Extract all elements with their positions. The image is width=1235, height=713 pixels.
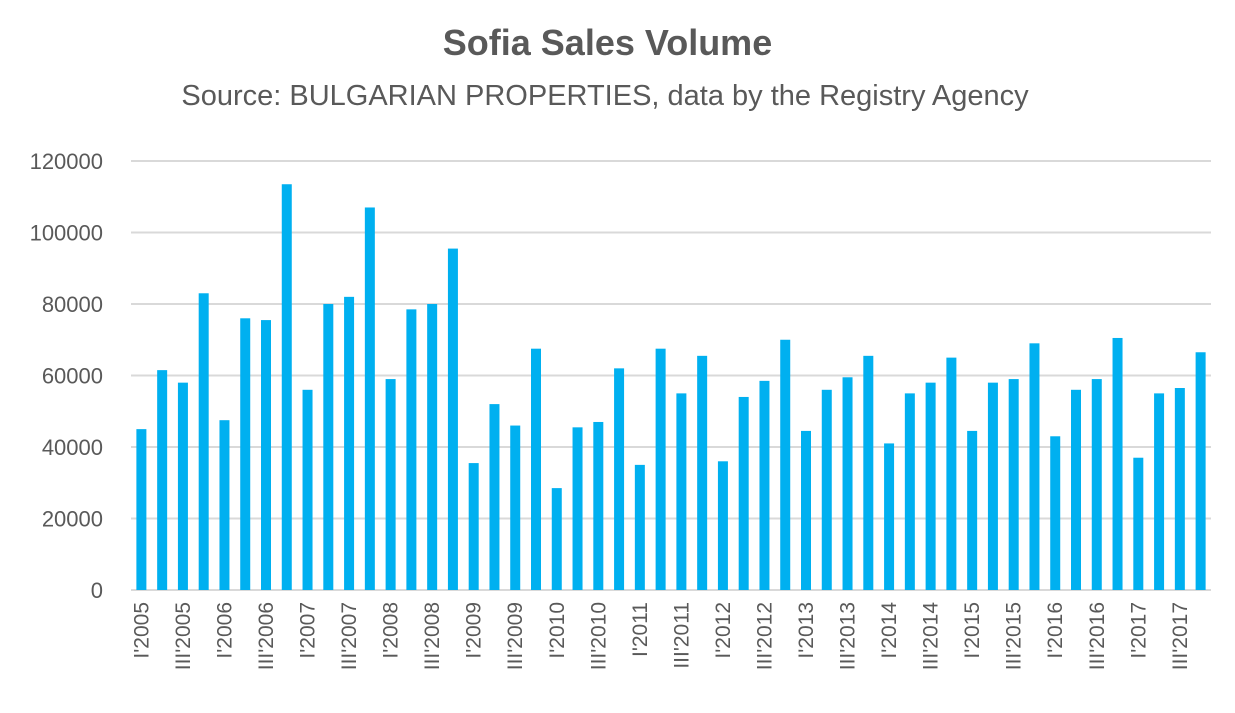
bar: [240, 318, 251, 590]
bar: [925, 382, 936, 590]
bar: [302, 389, 313, 590]
bar: [385, 379, 396, 590]
x-tick-label: I'2011: [629, 602, 652, 657]
bar: [219, 420, 230, 590]
bar: [987, 382, 998, 590]
bar: [1174, 388, 1185, 590]
x-tick-label: I'2009: [463, 602, 486, 659]
bar: [821, 389, 832, 590]
bar: [801, 430, 811, 590]
bar: [738, 396, 749, 590]
x-tick-label: I'2017: [1127, 602, 1150, 659]
bar: [1008, 379, 1019, 590]
bar: [572, 427, 583, 590]
x-tick-label: III'2016: [1086, 602, 1109, 670]
x-tick-label: III'2009: [504, 602, 527, 670]
bar: [344, 296, 355, 590]
x-tick-label: III'2010: [587, 602, 610, 670]
bar: [863, 355, 874, 590]
bar: [198, 293, 209, 590]
bar: [946, 357, 957, 590]
y-tick-label: 100000: [30, 221, 103, 246]
bar: [1133, 457, 1144, 590]
bar: [406, 309, 417, 590]
bar: [323, 304, 334, 590]
bar: [427, 304, 438, 590]
x-tick-label: III'2017: [1169, 602, 1192, 670]
bar: [676, 393, 687, 590]
bar: [1029, 343, 1040, 590]
bar: [780, 339, 791, 590]
y-tick-label: 40000: [42, 435, 103, 460]
x-tick-label: I'2010: [546, 602, 569, 659]
bar: [614, 368, 625, 590]
x-tick-label: III'2015: [1003, 602, 1026, 670]
bar: [364, 207, 375, 590]
chart-subtitle: Source: BULGARIAN PROPERTIES, data by th…: [181, 80, 1029, 112]
x-tick-label: III'2006: [255, 602, 278, 670]
bar: [593, 421, 604, 590]
x-tick-label: I'2005: [130, 602, 153, 659]
bar: [489, 404, 500, 590]
x-tick-label: III'2008: [421, 602, 444, 670]
y-tick-label: 120000: [30, 149, 103, 174]
bar: [1071, 389, 1081, 590]
bar: [447, 248, 458, 590]
x-tick-label: I'2007: [297, 602, 320, 659]
bar: [904, 393, 915, 590]
bar: [177, 382, 188, 590]
y-tick-label: 0: [91, 578, 103, 603]
bar: [967, 430, 978, 590]
bar: [510, 425, 521, 590]
y-tick-label: 60000: [42, 364, 103, 389]
x-tick-label: III'2014: [920, 602, 943, 671]
x-tick-label: III'2013: [837, 602, 860, 670]
x-tick-label: I'2012: [712, 602, 735, 659]
x-tick-label: I'2015: [961, 602, 984, 659]
bar: [1154, 393, 1165, 590]
bar: [1195, 352, 1206, 590]
bar: [697, 355, 708, 590]
bar: [157, 370, 168, 590]
bar: [655, 348, 666, 590]
bar: [136, 429, 147, 590]
x-tick-label: I'2008: [380, 602, 403, 659]
bar: [842, 377, 853, 590]
bar: [634, 464, 645, 590]
x-tick-label: I'2006: [213, 602, 236, 659]
chart-title: Sofia Sales Volume: [442, 22, 773, 63]
bar: [531, 348, 541, 590]
y-tick-label: 20000: [42, 507, 103, 532]
x-tick-label: III'2012: [753, 602, 776, 670]
bar: [717, 461, 728, 590]
bar: [468, 463, 479, 590]
bar: [551, 488, 562, 590]
x-tick-label: III'2005: [172, 602, 195, 670]
bar: [884, 443, 895, 590]
bar: [1050, 436, 1061, 590]
x-tick-label: I'2016: [1044, 602, 1067, 659]
x-tick-label: I'2013: [795, 602, 818, 659]
bar: [261, 320, 271, 590]
bar: [1091, 379, 1102, 590]
bar: [281, 184, 292, 591]
y-tick-label: 80000: [42, 292, 103, 317]
x-tick-label: III'2007: [338, 602, 361, 670]
x-tick-label: III'2011: [670, 602, 693, 669]
bar: [759, 380, 770, 590]
bar: [1112, 337, 1123, 590]
x-tick-label: I'2014: [878, 602, 901, 659]
